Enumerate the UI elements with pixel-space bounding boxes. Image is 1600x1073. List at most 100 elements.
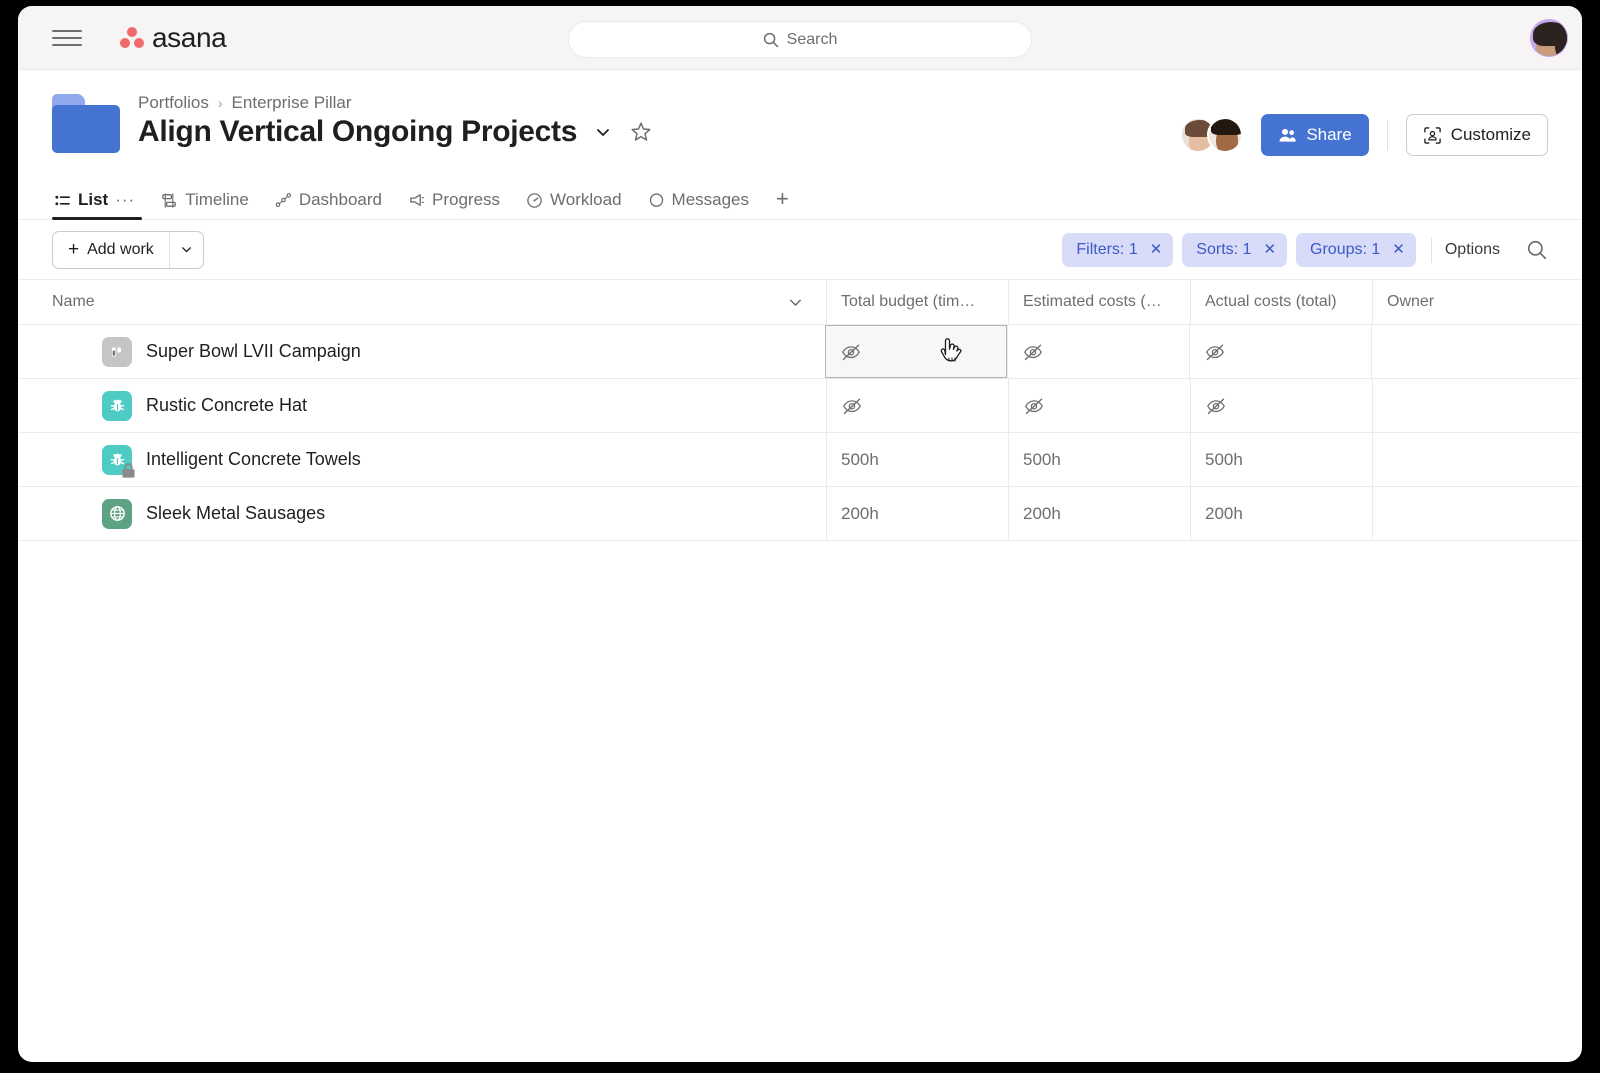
toolbar-right: Filters: 1 ✕ Sorts: 1 ✕ Groups: 1 ✕ Opti…: [1062, 232, 1548, 267]
cell-estimated-costs[interactable]: [1007, 325, 1189, 378]
column-header-actual-costs[interactable]: Actual costs (total): [1190, 279, 1372, 325]
dashboard-icon: [275, 192, 291, 207]
bug-icon: [102, 444, 135, 478]
customize-button[interactable]: Customize: [1405, 114, 1548, 156]
lock-icon: [122, 462, 135, 478]
column-header-name-label: Name: [52, 293, 95, 310]
customize-icon: [1423, 126, 1441, 144]
cell-owner[interactable]: [1372, 487, 1572, 540]
asana-logo[interactable]: asana: [120, 22, 227, 54]
project-name-cell[interactable]: Rustic Concrete Hat: [18, 379, 826, 432]
column-header-total-budget[interactable]: Total budget (tim…: [826, 279, 1008, 325]
add-work-label: Add work: [87, 240, 154, 258]
search-icon[interactable]: [1526, 239, 1548, 261]
filters-chip-label: Filters: 1: [1076, 240, 1138, 258]
tab-list[interactable]: List ···: [52, 190, 148, 220]
project-name-cell[interactable]: Intelligent Concrete Towels: [18, 433, 826, 486]
star-icon[interactable]: [629, 120, 653, 144]
close-icon[interactable]: ✕: [1263, 241, 1277, 258]
project-name: Sleek Metal Sausages: [146, 503, 326, 523]
options-button[interactable]: Options: [1444, 240, 1500, 258]
toolbar-divider: [1430, 236, 1432, 263]
cell-estimated-costs[interactable]: 200h: [1008, 487, 1190, 540]
chevron-down-icon[interactable]: [787, 294, 804, 311]
chevron-down-icon[interactable]: [593, 122, 613, 142]
close-icon[interactable]: ✕: [1392, 241, 1405, 258]
portfolio-header: Portfolios › Enterprise Pillar Align Ver…: [18, 70, 1582, 181]
cell-owner[interactable]: [1372, 379, 1572, 432]
plus-icon: +: [68, 239, 80, 260]
tab-overflow-icon[interactable]: ···: [115, 190, 136, 209]
sorts-chip[interactable]: Sorts: 1 ✕: [1182, 232, 1288, 267]
project-name: Super Bowl LVII Campaign: [146, 341, 361, 361]
list-icon: [55, 195, 70, 205]
share-button[interactable]: Share: [1261, 114, 1369, 156]
cell-total-budget[interactable]: 200h: [826, 487, 1008, 540]
cell-estimated-costs[interactable]: [1008, 379, 1190, 432]
add-work-button[interactable]: + Add work: [53, 232, 169, 268]
column-header-owner[interactable]: Owner: [1372, 279, 1572, 325]
cell-owner[interactable]: [1371, 325, 1571, 378]
tab-messages[interactable]: Messages: [635, 190, 762, 219]
customize-label: Customize: [1450, 125, 1531, 144]
sorts-chip-label: Sorts: 1: [1196, 240, 1252, 258]
progress-icon: [410, 193, 425, 206]
cell-total-budget[interactable]: [825, 325, 1007, 378]
tab-timeline[interactable]: Timeline: [148, 190, 262, 219]
cell-actual-costs[interactable]: 200h: [1190, 487, 1372, 540]
close-icon[interactable]: ✕: [1149, 241, 1163, 258]
project-name-cell[interactable]: Super Bowl LVII Campaign: [18, 325, 826, 378]
bug-icon: [102, 390, 132, 421]
groups-chip[interactable]: Groups: 1 ✕: [1296, 232, 1416, 267]
folder-icon: [52, 94, 122, 154]
add-work-button-group: + Add work: [52, 230, 204, 269]
add-work-dropdown[interactable]: [168, 231, 203, 268]
eye-slash-icon: [1207, 397, 1225, 414]
breadcrumb-parent[interactable]: Enterprise Pillar: [231, 93, 352, 112]
filters-chip[interactable]: Filters: 1 ✕: [1062, 232, 1174, 267]
cell-actual-costs[interactable]: [1189, 325, 1371, 378]
cell-actual-costs[interactable]: [1190, 379, 1372, 432]
table-body: Super Bowl LVII Campaign: [18, 325, 1582, 541]
project-name: Rustic Concrete Hat: [146, 395, 308, 415]
eye-slash-icon: [842, 343, 860, 360]
tab-workload[interactable]: Workload: [513, 190, 635, 219]
hamburger-icon[interactable]: [52, 25, 82, 51]
asana-dots-icon: [120, 26, 145, 49]
cell-total-budget[interactable]: 500h: [826, 433, 1008, 486]
add-tab-button[interactable]: +: [776, 186, 789, 211]
project-name-cell[interactable]: Sleek Metal Sausages: [18, 487, 826, 540]
cell-owner[interactable]: [1372, 433, 1572, 486]
breadcrumb-separator: ›: [217, 95, 223, 111]
eye-slash-icon: [1024, 343, 1042, 360]
tab-dashboard[interactable]: Dashboard: [262, 190, 395, 219]
tab-list-label: List: [78, 190, 109, 209]
user-avatar[interactable]: [1530, 19, 1568, 57]
cell-total-budget[interactable]: [826, 379, 1008, 432]
column-header-name[interactable]: Name: [18, 280, 826, 325]
breadcrumb-portfolios[interactable]: Portfolios: [138, 93, 209, 112]
tab-progress[interactable]: Progress: [395, 190, 513, 219]
projects-table: Name Total budget (tim… Estimated costs …: [18, 279, 1582, 541]
view-tabs: List ··· Timeline Dashboard: [18, 181, 1582, 220]
top-bar: asana Search: [18, 6, 1582, 70]
column-header-estimated-costs[interactable]: Estimated costs (…: [1008, 279, 1190, 325]
member-avatars: [1180, 117, 1244, 153]
search-input[interactable]: Search: [568, 21, 1032, 58]
cell-actual-costs[interactable]: 500h: [1190, 433, 1372, 486]
app-window: asana Search Portfolios: [18, 6, 1582, 1062]
people-icon: [1279, 128, 1296, 142]
avatar[interactable]: [1180, 117, 1217, 153]
tab-timeline-label: Timeline: [185, 190, 249, 209]
header-actions: Share Customize: [1180, 114, 1548, 156]
board-icon: [102, 336, 132, 367]
avatar[interactable]: [1207, 117, 1244, 153]
cell-estimated-costs[interactable]: 500h: [1008, 433, 1190, 486]
project-name: Intelligent Concrete Towels: [146, 449, 361, 469]
tab-dashboard-label: Dashboard: [298, 190, 382, 209]
table-row: Rustic Concrete Hat: [18, 379, 1582, 433]
search-bar[interactable]: Search: [568, 21, 1032, 58]
search-icon: [763, 32, 778, 47]
chevron-down-icon: [181, 247, 191, 253]
eye-slash-icon: [843, 397, 861, 414]
